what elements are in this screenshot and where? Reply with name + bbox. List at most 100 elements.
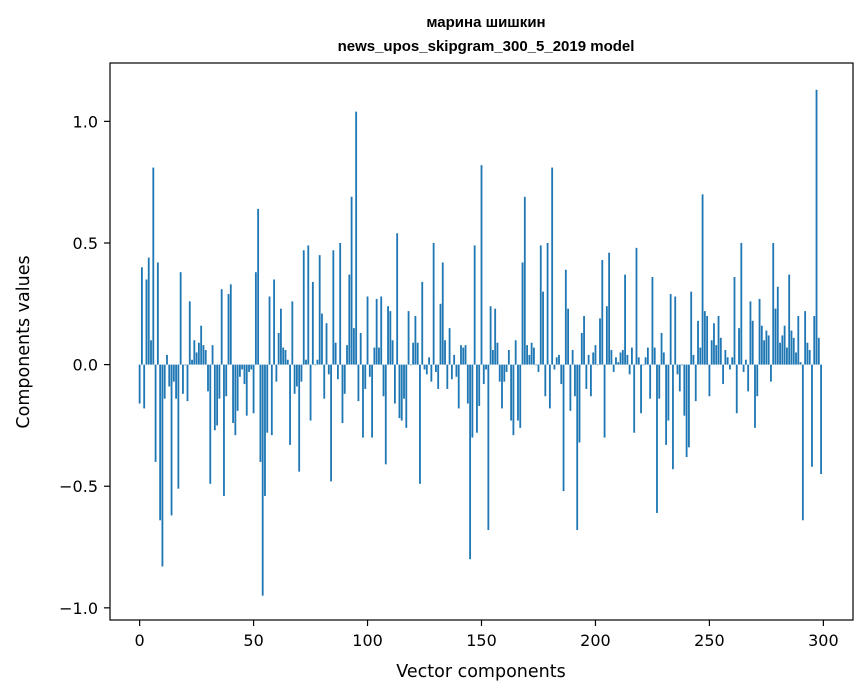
bar-243: [692, 354, 695, 365]
bar-286: [790, 330, 793, 365]
bar-166: [517, 364, 519, 421]
bar-221: [642, 364, 645, 366]
bar-142: [462, 347, 465, 365]
bar-11: [163, 364, 166, 399]
bar-273: [760, 325, 763, 365]
bar-71: [300, 364, 303, 382]
bar-278: [772, 242, 775, 365]
x-tick-label-200: 200: [580, 631, 611, 650]
bar-145: [469, 364, 472, 560]
bar-153: [487, 364, 490, 531]
bar-37: [223, 364, 225, 496]
bar-59: [273, 279, 276, 365]
bar-41: [232, 364, 234, 423]
bar-185: [560, 364, 563, 385]
bar-45: [241, 364, 244, 370]
bar-259: [729, 364, 731, 370]
y-tick-label: −0.5: [59, 477, 98, 496]
bar-43: [236, 364, 239, 411]
bar-235: [674, 296, 677, 365]
bar-52: [257, 208, 260, 365]
x-axis-ticks: 0 50 100 150 200 250 300: [135, 620, 839, 650]
bar-141: [460, 345, 462, 365]
bar-156: [494, 308, 497, 365]
bar-193: [578, 364, 581, 443]
bar-33: [213, 364, 216, 431]
bar-254: [717, 315, 720, 365]
bar-4: [147, 257, 150, 365]
bar-296: [813, 315, 816, 365]
bar-277: [770, 364, 772, 382]
bar-272: [758, 298, 761, 365]
bar-220: [640, 364, 642, 414]
bar-104: [375, 298, 378, 365]
bar-31: [209, 364, 212, 484]
bar-135: [446, 364, 449, 389]
bar-219: [637, 357, 640, 365]
bar-80: [321, 313, 323, 365]
bar-57: [268, 296, 271, 365]
bar-205: [605, 306, 608, 365]
bar-211: [619, 352, 622, 365]
bar-230: [662, 352, 665, 365]
bar-238: [681, 364, 683, 366]
bar-40: [229, 284, 232, 365]
bar-28: [202, 345, 205, 365]
bar-124: [421, 281, 424, 365]
bar-79: [318, 255, 321, 365]
bar-268: [749, 301, 752, 365]
bar-293: [806, 342, 809, 365]
bar-295: [811, 364, 813, 467]
bar-239: [683, 364, 686, 416]
bar-136: [448, 328, 451, 365]
y-axis-label: Components values: [14, 255, 34, 428]
bar-271: [756, 364, 759, 397]
bar-251: [710, 340, 713, 365]
bar-132: [439, 303, 442, 365]
bar-134: [444, 340, 446, 365]
bar-152: [485, 364, 487, 370]
bar-36: [220, 289, 223, 365]
bar-159: [501, 364, 503, 409]
bar-241: [687, 364, 690, 448]
bar-249: [706, 315, 709, 365]
bar-96: [357, 364, 360, 402]
bar-162: [507, 350, 510, 365]
bar-97: [359, 332, 362, 365]
bar-253: [715, 345, 718, 365]
bar-121: [414, 315, 417, 365]
bar-281: [779, 342, 781, 365]
bar-62: [280, 308, 282, 365]
bar-298: [817, 337, 820, 365]
bar-229: [660, 332, 663, 365]
bar-130: [435, 364, 437, 372]
bar-34: [216, 364, 219, 426]
bar-267: [747, 364, 750, 392]
bar-218: [635, 247, 638, 365]
bar-24: [193, 340, 196, 365]
bar-69: [295, 364, 298, 387]
bar-148: [476, 364, 478, 433]
bar-140: [457, 364, 460, 409]
bar-118: [407, 311, 410, 365]
bar-231: [665, 364, 668, 445]
x-tick-label-150: 150: [466, 631, 497, 650]
bar-23: [191, 359, 193, 365]
bar-149: [478, 364, 481, 406]
bar-244: [694, 364, 697, 402]
bar-204: [603, 364, 606, 438]
bar-54: [261, 364, 264, 596]
y-tick-label: −1.0: [59, 599, 98, 618]
chart-title-line1: марина шишкин: [426, 14, 545, 31]
bar-173: [533, 347, 535, 365]
bar-9: [159, 364, 162, 521]
bar-183: [555, 357, 558, 365]
bar-198: [589, 364, 592, 397]
bar-2: [143, 364, 146, 409]
bar-201: [596, 364, 599, 366]
bar-266: [744, 359, 747, 365]
bar-39: [227, 294, 230, 365]
bar-196: [585, 364, 588, 389]
bar-195: [583, 315, 585, 365]
bar-19: [182, 364, 184, 394]
